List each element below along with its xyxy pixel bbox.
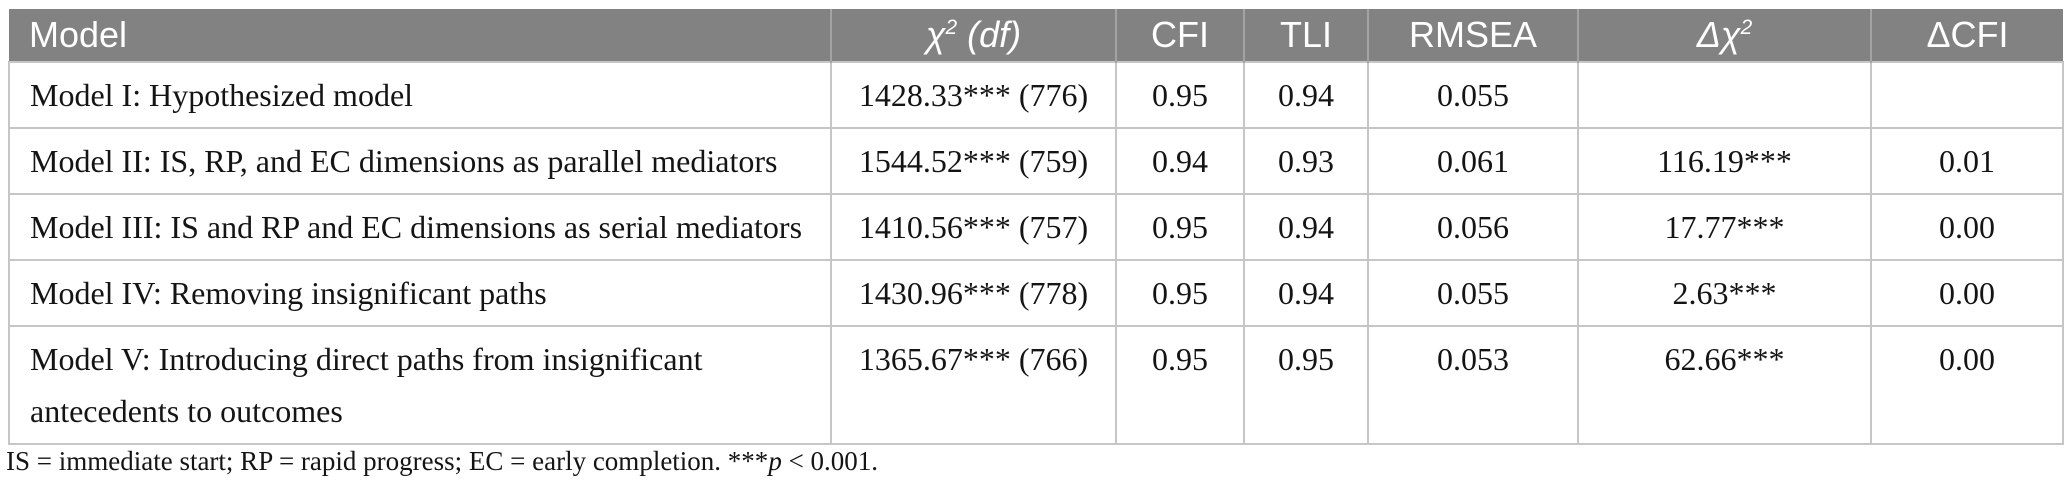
cell-delta-chi2: 2.63***	[1577, 259, 1872, 327]
cell-delta-cfi: 0.00	[1870, 325, 2064, 445]
cell-delta-cfi: 0.00	[1870, 259, 2064, 327]
cell-rmsea: 0.056	[1367, 193, 1579, 261]
cell-cfi: 0.95	[1115, 193, 1245, 261]
table-footnote: IS = immediate start; RP = rapid progres…	[6, 444, 878, 478]
cell-model: Model V: Introducing direct paths from i…	[8, 325, 832, 445]
delta-chi2-superscript: 2	[1740, 16, 1753, 39]
column-header-model: Model	[9, 9, 831, 62]
cell-model: Model IV: Removing insignificant paths	[8, 259, 832, 327]
cell-chi2-df: 1430.96*** (778)	[830, 259, 1117, 327]
cell-cfi: 0.95	[1115, 325, 1245, 445]
cell-delta-cfi: 0.00	[1870, 193, 2064, 261]
column-header-chi2-df: χ2 (df)	[830, 9, 1116, 62]
cell-cfi: 0.94	[1115, 127, 1245, 195]
footnote-abbreviations: IS = immediate start; RP = rapid progres…	[6, 446, 769, 476]
cell-chi2-df: 1365.67*** (766)	[830, 325, 1117, 445]
cell-delta-chi2	[1577, 61, 1872, 129]
model-fit-table: Model χ2 (df) CFI TLI RMSEA Δχ2 ΔCFI Mod…	[8, 9, 2064, 445]
cell-model: Model II: IS, RP, and EC dimensions as p…	[8, 127, 832, 195]
cell-rmsea: 0.053	[1367, 325, 1579, 445]
cell-model: Model I: Hypothesized model	[8, 61, 832, 129]
table-header-row: Model χ2 (df) CFI TLI RMSEA Δχ2 ΔCFI	[9, 9, 2063, 62]
cell-rmsea: 0.055	[1367, 61, 1579, 129]
cell-tli: 0.95	[1243, 325, 1369, 445]
column-header-delta-chi2: Δχ2	[1577, 9, 1871, 62]
column-header-delta-cfi: ΔCFI	[1870, 9, 2063, 62]
cell-rmsea: 0.061	[1367, 127, 1579, 195]
chi2-superscript: 2	[945, 16, 958, 39]
cell-model: Model III: IS and RP and EC dimensions a…	[8, 193, 832, 261]
cell-cfi: 0.95	[1115, 259, 1245, 327]
cell-delta-cfi: 0.01	[1870, 127, 2064, 195]
chi2-symbol: χ	[925, 14, 946, 55]
column-header-tli: TLI	[1243, 9, 1368, 62]
cell-cfi: 0.95	[1115, 61, 1245, 129]
cell-delta-cfi	[1870, 61, 2064, 129]
footnote-threshold: < 0.001.	[781, 446, 879, 476]
cell-delta-chi2: 116.19***	[1577, 127, 1872, 195]
chi2-df-suffix: (df)	[957, 14, 1022, 55]
cell-tli: 0.94	[1243, 193, 1369, 261]
table-row: Model II: IS, RP, and EC dimensions as p…	[8, 127, 2064, 195]
column-header-rmsea: RMSEA	[1367, 9, 1578, 62]
cell-delta-chi2: 62.66***	[1577, 325, 1872, 445]
table-row: Model I: Hypothesized model 1428.33*** (…	[8, 61, 2064, 129]
cell-tli: 0.94	[1243, 259, 1369, 327]
cell-tli: 0.94	[1243, 61, 1369, 129]
cell-tli: 0.93	[1243, 127, 1369, 195]
footnote-p-symbol: p	[768, 446, 782, 476]
table-row: Model IV: Removing insignificant paths 1…	[8, 259, 2064, 327]
cell-chi2-df: 1410.56*** (757)	[830, 193, 1117, 261]
cell-chi2-df: 1544.52*** (759)	[830, 127, 1117, 195]
cell-rmsea: 0.055	[1367, 259, 1579, 327]
cell-delta-chi2: 17.77***	[1577, 193, 1872, 261]
delta-chi2-symbol: Δχ	[1696, 14, 1741, 55]
table-row: Model V: Introducing direct paths from i…	[8, 325, 2064, 445]
column-header-cfi: CFI	[1115, 9, 1244, 62]
table-row: Model III: IS and RP and EC dimensions a…	[8, 193, 2064, 261]
cell-chi2-df: 1428.33*** (776)	[830, 61, 1117, 129]
